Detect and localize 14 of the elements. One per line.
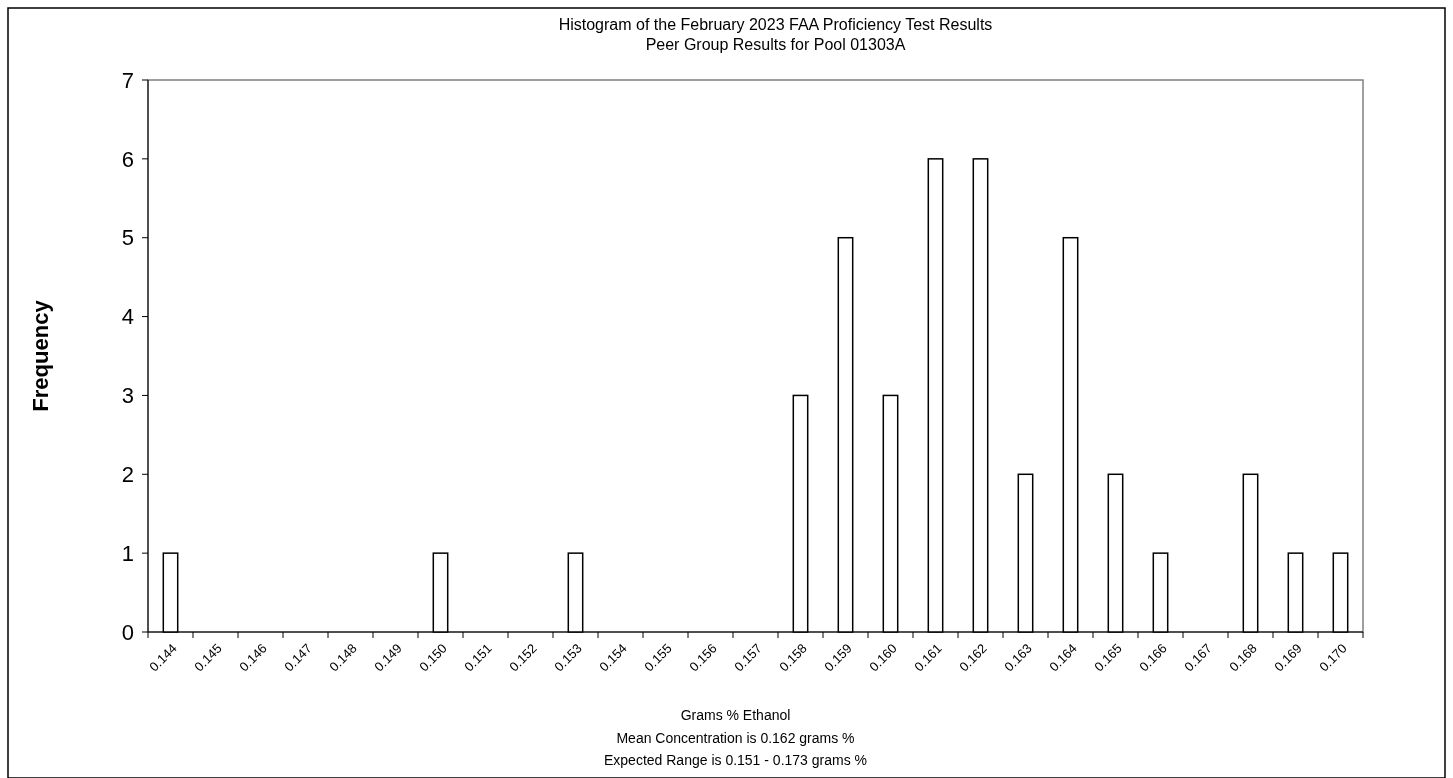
chart-subtitle: Peer Group Results for Pool 01303A xyxy=(645,36,906,53)
y-tick-label: 1 xyxy=(121,540,134,566)
y-tick-label: 0 xyxy=(121,619,134,645)
y-tick-label: 7 xyxy=(121,67,134,93)
y-tick-label: 4 xyxy=(121,304,134,330)
chart-title: Histogram of the February 2023 FAA Proficiency Test Results xyxy=(558,16,993,33)
y-axis-title: Frequency xyxy=(28,299,53,412)
y-tick-label: 5 xyxy=(121,225,134,251)
y-tick-label: 6 xyxy=(121,146,134,172)
y-tick-label: 2 xyxy=(121,461,134,487)
text: Mean Concentration is 0.162 grams % xyxy=(616,730,855,746)
x-axis-title: Grams % Ethanol xyxy=(680,707,791,723)
y-tick-label: 3 xyxy=(121,383,134,409)
text: Expected Range is 0.151 - 0.173 grams % xyxy=(603,752,868,768)
